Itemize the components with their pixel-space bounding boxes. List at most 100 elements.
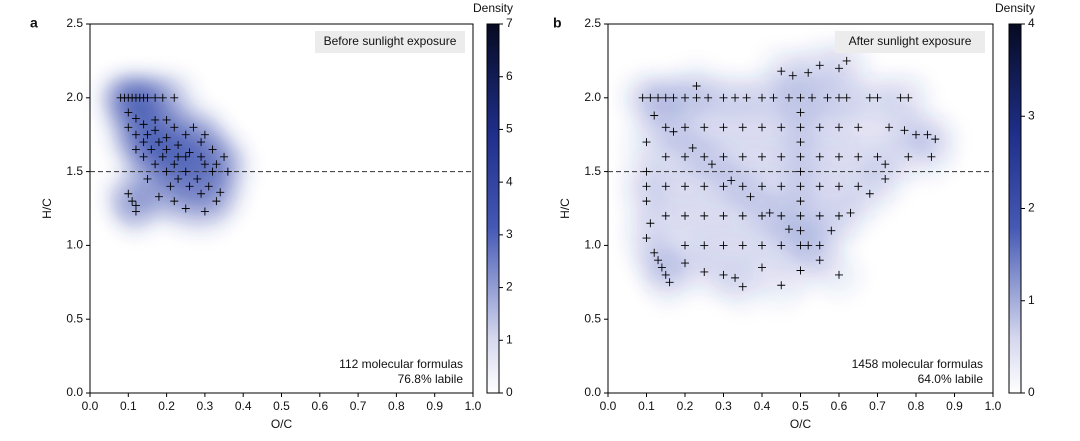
point-marker [719,270,728,279]
point-marker [788,71,797,80]
y-tick-label: 2.5 [584,16,601,30]
colorbar-tick-label: 3 [506,227,513,241]
point-marker [738,152,747,161]
point-marker [796,123,805,132]
point-marker [681,182,689,191]
point-marker [174,174,183,183]
point-marker [873,93,882,102]
point-marker [681,152,689,161]
point-marker [200,160,209,169]
point-marker [881,160,890,169]
point-marker [193,174,202,183]
point-marker [719,123,728,132]
colorbar-tick-label: 5 [506,122,513,136]
x-tick-label: 0.7 [869,399,886,413]
point-marker [738,182,747,191]
point-marker [912,130,920,139]
point-marker [642,138,651,147]
x-tick-label: 0.0 [82,399,99,413]
x-tick-label: 0.8 [908,399,925,413]
point-marker [143,174,152,183]
x-tick-label: 0.3 [715,399,732,413]
point-marker [204,182,213,191]
point-marker [777,241,786,250]
point-marker [765,208,774,217]
point-marker [796,167,805,176]
point-marker [151,115,160,124]
x-tick-label: 0.9 [946,399,963,413]
point-marker [139,120,148,129]
point-marker [835,152,843,161]
point-marker [758,182,766,191]
point-marker [170,93,179,102]
colorbar-tick-label: 2 [506,280,513,294]
colorbar-tick-label: 7 [506,16,513,30]
point-marker [777,211,786,220]
point-marker [642,234,651,243]
colorbar-tick-label: 0 [1028,385,1035,399]
point-marker [181,167,190,176]
y-tick-label: 1.5 [584,164,601,178]
point-marker [151,160,160,169]
annotation: 76.8% labile [398,372,464,386]
point-marker [815,182,824,191]
point-marker [688,143,697,152]
point-marker [815,61,824,70]
point-marker [808,93,817,102]
point-marker [166,182,175,191]
point-marker [815,152,824,161]
point-marker [900,126,909,135]
panel-title: After sunlight exposure [849,34,972,48]
point-marker [796,93,805,102]
point-marker [147,145,156,154]
point-marker [815,256,824,265]
point-marker [181,152,190,161]
point-marker [189,123,198,132]
point-marker [158,152,167,161]
point-marker [700,152,709,161]
point-marker [758,241,766,250]
point-marker [197,138,206,147]
point-marker [738,123,747,132]
point-marker [796,226,805,235]
point-marker [661,182,670,191]
point-marker [654,256,663,265]
point-marker [638,93,647,102]
point-marker [131,207,140,216]
y-tick-label: 0.5 [584,311,601,325]
x-tick-label: 0.1 [120,399,137,413]
colorbar [486,23,500,394]
point-marker [796,182,805,191]
point-marker [151,93,160,102]
density-field [620,38,958,309]
point-marker [174,152,183,161]
point-marker [174,141,183,150]
point-marker [197,152,206,161]
point-marker [642,197,651,206]
point-marker [804,241,813,250]
point-marker [212,160,221,169]
point-marker [700,241,709,250]
point-marker [784,93,793,102]
x-tick-label: 0.1 [638,399,655,413]
colorbar-tick-label: 3 [1028,108,1035,122]
point-marker [208,167,217,176]
point-marker [212,197,221,206]
point-marker [223,167,232,176]
point-marker [815,123,824,132]
title-box [315,31,465,53]
x-tick-label: 1.0 [465,399,482,413]
point-marker [220,152,229,161]
panel-label: b [553,15,562,31]
point-marker [904,93,913,102]
colorbar-tick-label: 1 [506,332,513,346]
point-marker [661,270,670,279]
point-marker [143,130,152,139]
y-tick-label: 1.5 [66,164,83,178]
point-marker [707,160,716,169]
point-marker [185,182,194,191]
annotation: 112 molecular formulas [339,357,463,371]
point-marker [669,93,678,102]
point-marker [846,208,855,217]
